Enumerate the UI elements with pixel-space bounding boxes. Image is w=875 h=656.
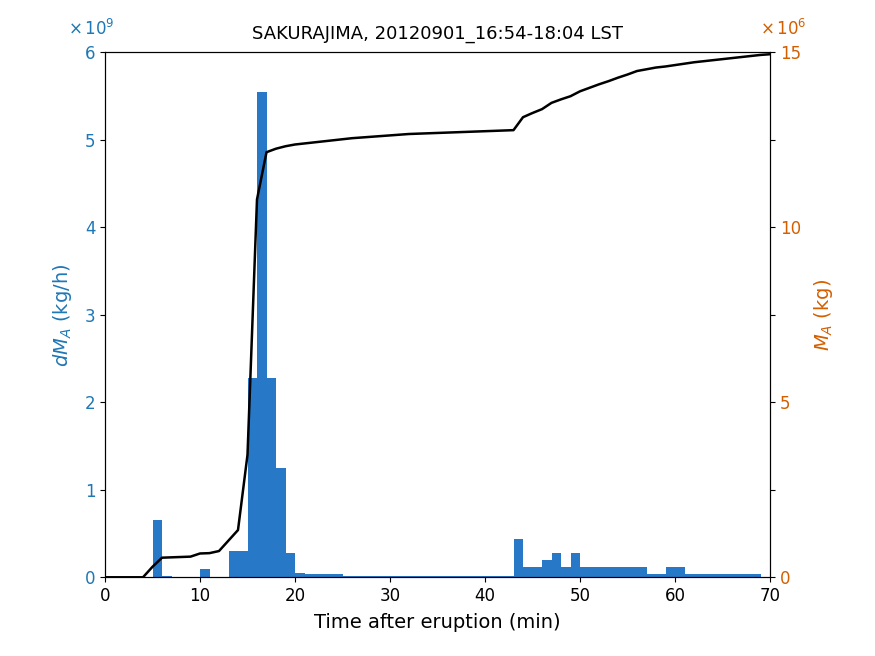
Bar bbox=[551, 553, 561, 577]
Bar bbox=[704, 574, 713, 577]
Bar bbox=[400, 575, 409, 577]
Bar bbox=[542, 560, 551, 577]
Bar bbox=[314, 574, 324, 577]
Bar bbox=[304, 574, 314, 577]
Bar bbox=[656, 574, 666, 577]
Bar bbox=[627, 567, 637, 577]
Bar bbox=[618, 567, 627, 577]
Bar bbox=[295, 573, 304, 577]
Bar bbox=[428, 575, 438, 577]
Bar bbox=[352, 575, 361, 577]
Bar bbox=[276, 468, 285, 577]
Bar bbox=[162, 575, 172, 577]
Y-axis label: $dM_A$ (kg/h): $dM_A$ (kg/h) bbox=[51, 263, 74, 367]
Bar bbox=[409, 575, 418, 577]
Bar bbox=[267, 378, 276, 577]
Bar bbox=[741, 574, 751, 577]
Bar bbox=[238, 551, 248, 577]
Bar bbox=[637, 567, 647, 577]
Bar bbox=[599, 567, 608, 577]
Bar bbox=[570, 553, 580, 577]
Bar bbox=[381, 575, 390, 577]
Bar bbox=[751, 574, 760, 577]
Bar bbox=[533, 567, 542, 577]
Bar bbox=[684, 574, 694, 577]
Bar bbox=[361, 575, 371, 577]
Title: SAKURAJIMA, 20120901_16:54-18:04 LST: SAKURAJIMA, 20120901_16:54-18:04 LST bbox=[252, 25, 623, 43]
Bar bbox=[608, 567, 618, 577]
Bar bbox=[371, 575, 381, 577]
Bar bbox=[333, 574, 342, 577]
Bar bbox=[694, 574, 704, 577]
Bar bbox=[732, 574, 741, 577]
Bar bbox=[418, 575, 428, 577]
Bar bbox=[248, 378, 257, 577]
Bar bbox=[228, 551, 238, 577]
Text: $\times\,10^9$: $\times\,10^9$ bbox=[68, 19, 115, 39]
Bar bbox=[580, 567, 590, 577]
Bar bbox=[666, 567, 675, 577]
Bar bbox=[561, 567, 570, 577]
Bar bbox=[285, 553, 295, 577]
X-axis label: Time after eruption (min): Time after eruption (min) bbox=[314, 613, 561, 632]
Bar bbox=[523, 567, 533, 577]
Bar bbox=[342, 575, 352, 577]
Bar bbox=[200, 569, 209, 577]
Bar bbox=[590, 567, 599, 577]
Bar bbox=[257, 92, 267, 577]
Bar bbox=[152, 520, 162, 577]
Y-axis label: $M_A$ (kg): $M_A$ (kg) bbox=[812, 279, 835, 351]
Bar bbox=[675, 567, 684, 577]
Bar bbox=[324, 574, 333, 577]
Bar bbox=[390, 575, 400, 577]
Bar bbox=[647, 574, 656, 577]
Bar bbox=[713, 574, 723, 577]
Bar bbox=[514, 539, 523, 577]
Text: $\times\,10^6$: $\times\,10^6$ bbox=[760, 19, 807, 39]
Bar bbox=[723, 574, 732, 577]
